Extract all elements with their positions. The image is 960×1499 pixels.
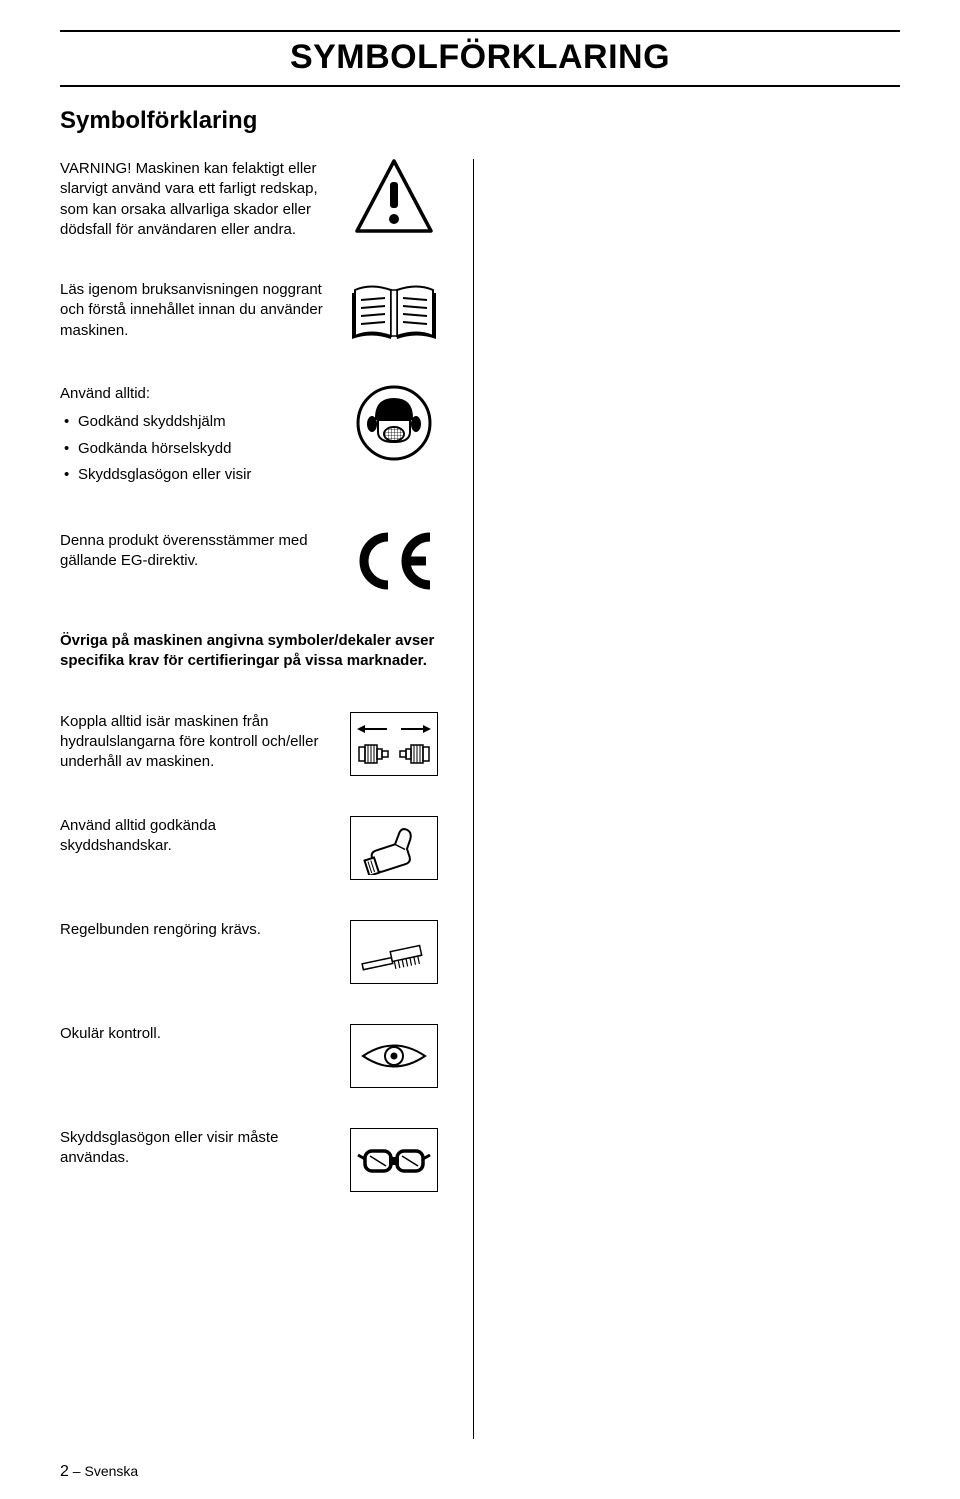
helmet-mask-icon — [349, 384, 439, 462]
item-read-manual: Läs igenom bruksanvisningen noggrant och… — [60, 280, 439, 344]
two-column-layout: VARNING! Maskinen kan felaktigt eller sl… — [60, 159, 900, 1439]
goggles-text: Skyddsglasögon eller visir måste använda… — [60, 1128, 331, 1169]
visual-text: Okulär kontroll. — [60, 1024, 331, 1044]
item-other-symbols: Övriga på maskinen angivna symboler/deka… — [60, 631, 439, 672]
bullet-goggles: Skyddsglasögon eller visir — [60, 465, 331, 485]
goggles-icon — [349, 1128, 439, 1192]
item-cleaning: Regelbunden rengöring krävs. — [60, 920, 439, 984]
footer-dash: – — [69, 1463, 85, 1479]
always-use-bullets: Godkänd skyddshjälm Godkända hörselskydd… — [60, 412, 331, 485]
page-number: 2 — [60, 1463, 69, 1480]
bullet-helmet: Godkänd skyddshjälm — [60, 412, 331, 432]
open-book-icon — [349, 280, 439, 344]
eye-icon — [349, 1024, 439, 1088]
brush-icon — [349, 920, 439, 984]
warning-icon — [349, 159, 439, 235]
gloves-text: Använd alltid godkända skyddshandskar. — [60, 816, 331, 857]
footer-lang: Svenska — [84, 1463, 138, 1479]
item-disconnect: Koppla alltid isär maskinen från hydraul… — [60, 712, 439, 776]
ce-text: Denna produkt överensstämmer med gälland… — [60, 531, 331, 572]
disconnect-text: Koppla alltid isär maskinen från hydraul… — [60, 712, 331, 773]
ce-mark-icon — [349, 531, 439, 591]
item-visual: Okulär kontroll. — [60, 1024, 439, 1088]
item-gloves: Använd alltid godkända skyddshandskar. — [60, 816, 439, 880]
glove-icon — [349, 816, 439, 880]
document-page: SYMBOLFÖRKLARING Symbolförklaring VARNIN… — [0, 0, 960, 1499]
item-ce: Denna produkt överensstämmer med gälland… — [60, 531, 439, 591]
item-warning: VARNING! Maskinen kan felaktigt eller sl… — [60, 159, 439, 240]
bullet-hearing: Godkända hörselskydd — [60, 439, 331, 459]
page-footer: 2 – Svenska — [60, 1463, 138, 1481]
right-column — [484, 159, 900, 1439]
other-symbols-text: Övriga på maskinen angivna symboler/deka… — [60, 631, 439, 672]
cleaning-text: Regelbunden rengöring krävs. — [60, 920, 331, 940]
always-use-text: Använd alltid: Godkänd skyddshjälm Godkä… — [60, 384, 331, 491]
section-title: Symbolförklaring — [60, 107, 900, 135]
column-divider — [473, 159, 474, 1439]
disconnect-couplings-icon — [349, 712, 439, 776]
left-column: VARNING! Maskinen kan felaktigt eller sl… — [60, 159, 463, 1439]
always-use-lead: Använd alltid: — [60, 385, 150, 402]
item-goggles: Skyddsglasögon eller visir måste använda… — [60, 1128, 439, 1192]
warning-text: VARNING! Maskinen kan felaktigt eller sl… — [60, 159, 331, 240]
page-title: SYMBOLFÖRKLARING — [60, 30, 900, 87]
item-always-use: Använd alltid: Godkänd skyddshjälm Godkä… — [60, 384, 439, 491]
read-manual-text: Läs igenom bruksanvisningen noggrant och… — [60, 280, 331, 341]
